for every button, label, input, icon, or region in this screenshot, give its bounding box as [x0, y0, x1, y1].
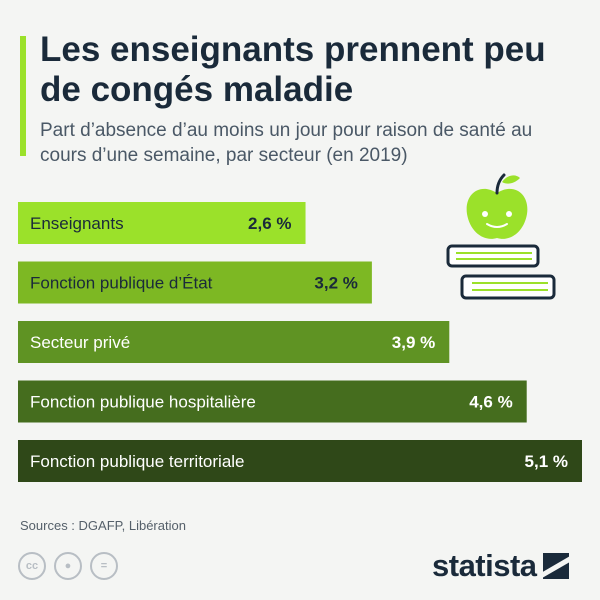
bar-category-label: Fonction publique d’État [30, 274, 213, 293]
bar-category-label: Enseignants [30, 214, 124, 233]
bar-value-label: 4,6 % [469, 393, 512, 412]
apple-icon [466, 173, 528, 239]
license-icons: cc ● = [18, 552, 118, 580]
statista-brand[interactable]: statista [432, 548, 569, 584]
bar-2 [18, 261, 372, 304]
bar-category-label: Fonction publique territoriale [30, 452, 245, 471]
bar-4 [18, 380, 527, 423]
bar-category-label: Secteur privé [30, 333, 130, 352]
bar-value-label: 2,6 % [248, 214, 291, 233]
no-derivatives-icon[interactable]: = [90, 552, 118, 580]
bar-5 [18, 440, 582, 482]
chart-subtitle: Part d’absence d’au moins un jour pour r… [40, 120, 533, 166]
bar-value-label: 3,2 % [314, 274, 357, 293]
bar-1 [18, 202, 306, 244]
statista-logo-icon [542, 553, 569, 579]
bar-value-label: 5,1 % [525, 452, 568, 471]
bars-layer: Enseignants 2,6 % Fonction publique d’État… [18, 202, 582, 482]
title-accent-bar [20, 36, 26, 156]
bar-value-label: 3,9 % [392, 333, 435, 352]
bar-3 [18, 321, 450, 363]
apple-books-illustration [446, 173, 556, 300]
statista-wordmark: statista [432, 548, 537, 583]
chart-title: Les enseignants prennent peu de congés m… [40, 30, 546, 109]
bar-category-label: Fonction publique hospitalière [30, 393, 256, 412]
cc-icon[interactable]: cc [18, 552, 46, 580]
source-note: Sources : DGAFP, Libération [20, 518, 186, 533]
attribution-icon[interactable]: ● [54, 552, 82, 580]
books-icon [446, 244, 556, 300]
